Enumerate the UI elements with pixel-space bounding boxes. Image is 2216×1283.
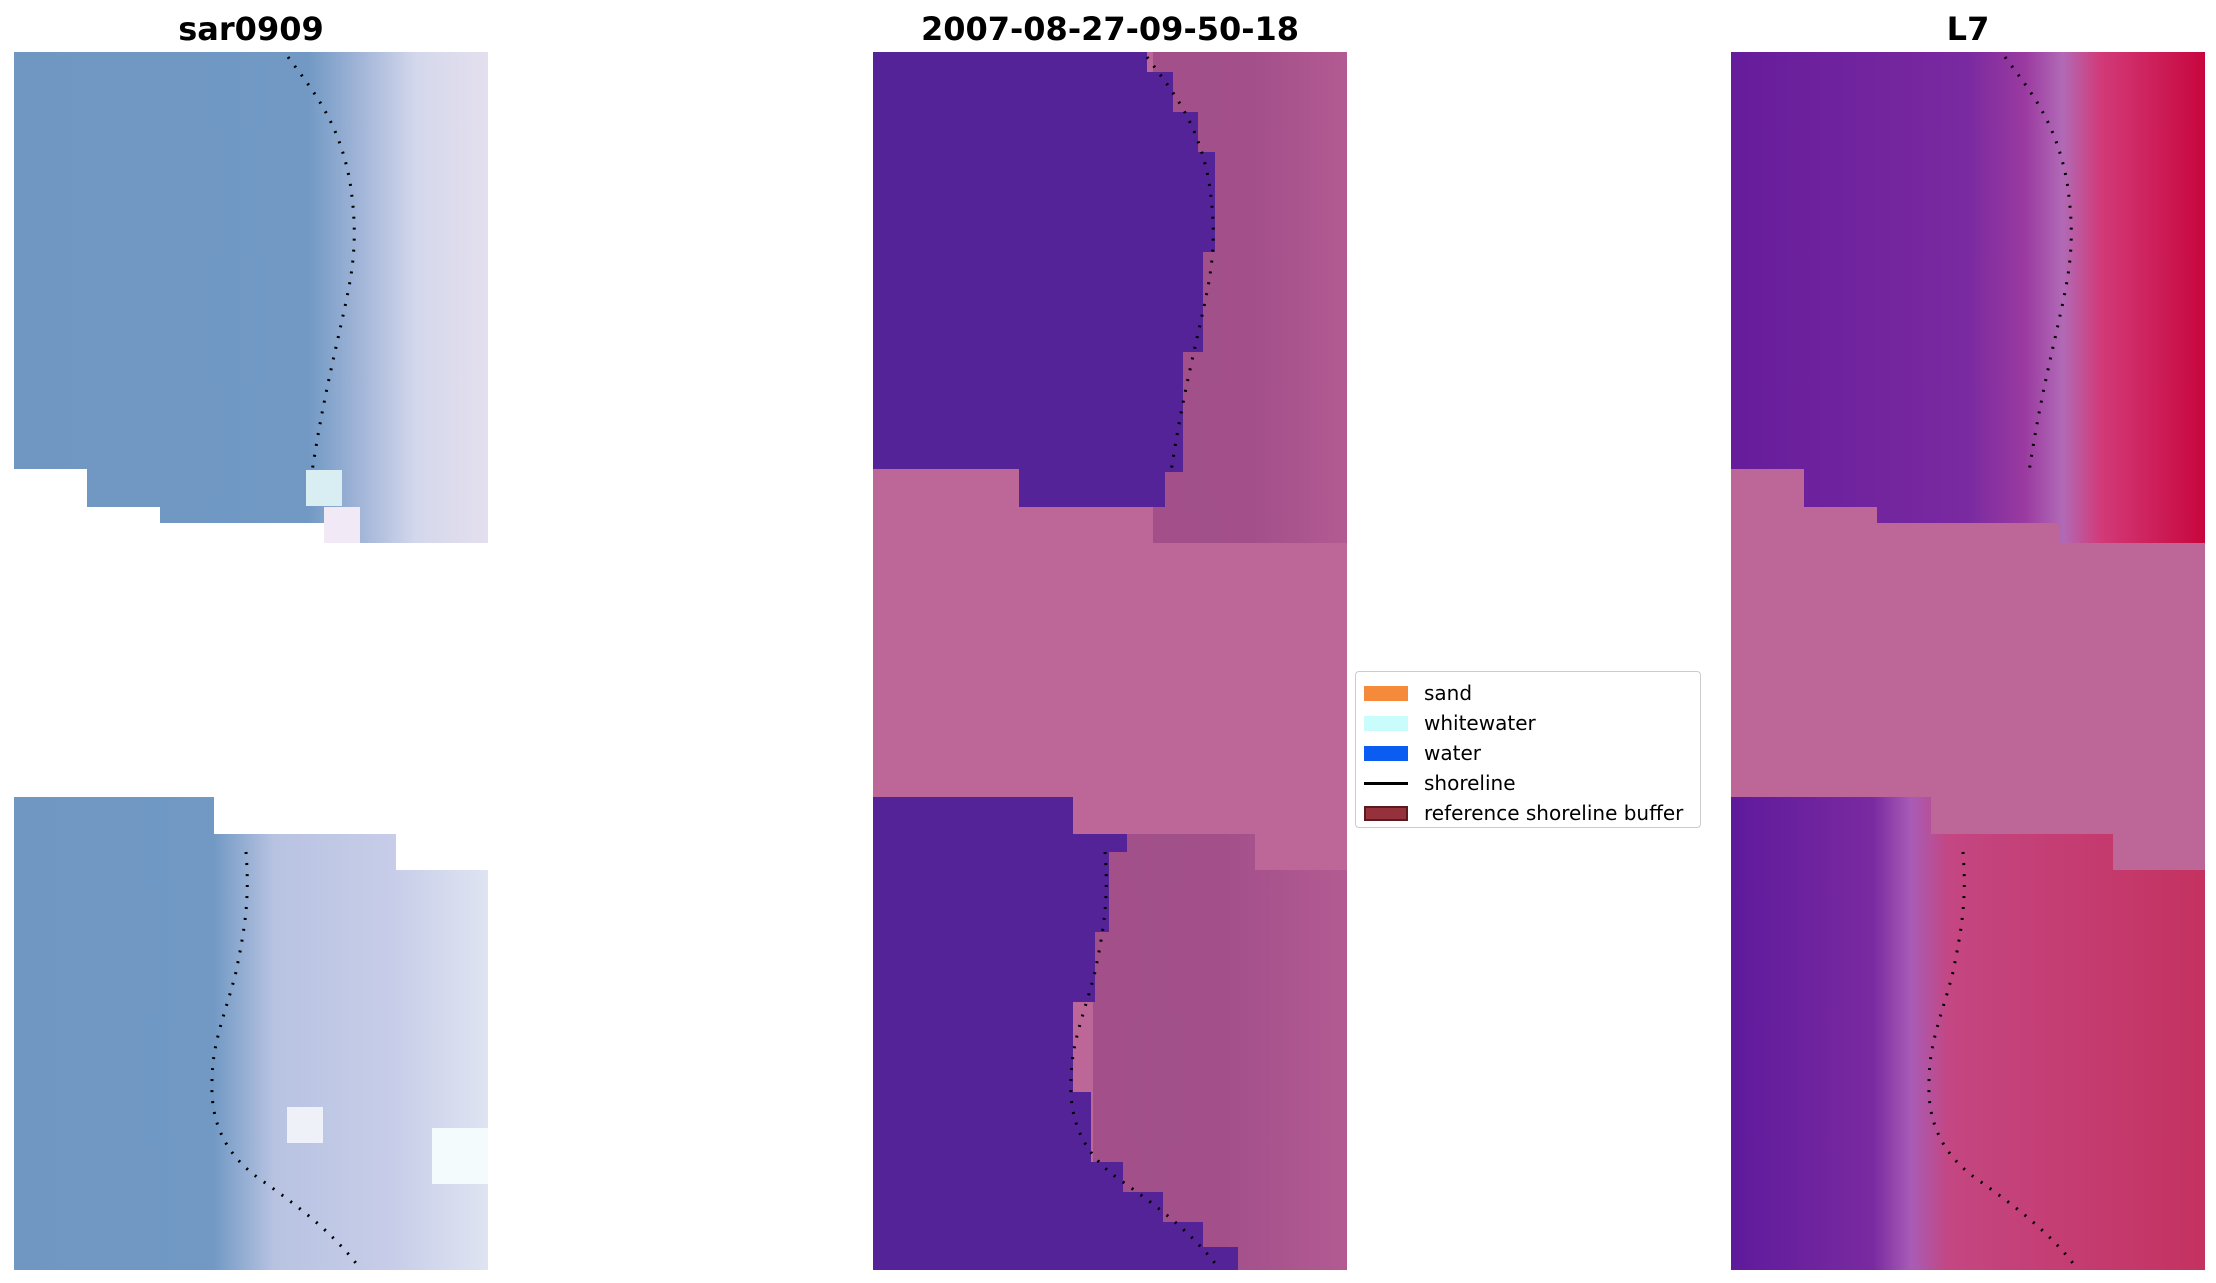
index-panel — [1731, 52, 2205, 1270]
legend-label: shoreline — [1424, 771, 1516, 795]
legend-item-whitewater: whitewater — [1364, 708, 1692, 738]
index-image — [1731, 52, 2205, 1270]
legend-item-water: water — [1364, 738, 1692, 768]
classification-panel — [873, 52, 1347, 1270]
rgb-image-panel — [14, 52, 488, 1270]
shoreline — [286, 56, 356, 473]
classification-image — [873, 52, 1347, 1270]
rgb-bottom-region — [14, 797, 488, 1270]
legend: sand whitewater water shoreline referenc… — [1355, 671, 1701, 828]
rgb-top-region — [14, 52, 488, 543]
panel-title-index: L7 — [1946, 10, 1990, 48]
water-region — [873, 797, 1238, 1270]
water-swatch — [1364, 745, 1408, 761]
index-bottom-region — [1731, 797, 2205, 1270]
legend-item-sand: sand — [1364, 678, 1692, 708]
rgb-bright-pixel — [306, 470, 342, 506]
rgb-image — [14, 52, 488, 1270]
legend-label: water — [1424, 741, 1481, 765]
shoreline — [1145, 56, 1215, 473]
index-top-region — [1731, 52, 2205, 543]
legend-item-shoreline: shoreline — [1364, 768, 1692, 798]
rgb-bright-pixel — [324, 507, 360, 543]
whitewater-swatch — [1364, 715, 1408, 731]
legend-label: sand — [1424, 681, 1473, 705]
gap-region — [1255, 834, 1347, 870]
reference-buffer-swatch — [1364, 805, 1408, 821]
panel-title-rgb: sar0909 — [178, 10, 324, 48]
legend-label: whitewater — [1424, 711, 1536, 735]
rgb-bright-pixel — [287, 1107, 323, 1143]
rgb-bright-pixel — [432, 1128, 488, 1184]
legend-item-reference-buffer: reference shoreline buffer — [1364, 798, 1692, 828]
legend-label: reference shoreline buffer — [1424, 801, 1684, 825]
shoreline-swatch — [1364, 781, 1408, 785]
sand-swatch — [1364, 685, 1408, 701]
shoreline — [2003, 56, 2073, 473]
panel-title-classification: 2007-08-27-09-50-18 — [920, 10, 1300, 48]
water-region — [873, 52, 1215, 507]
